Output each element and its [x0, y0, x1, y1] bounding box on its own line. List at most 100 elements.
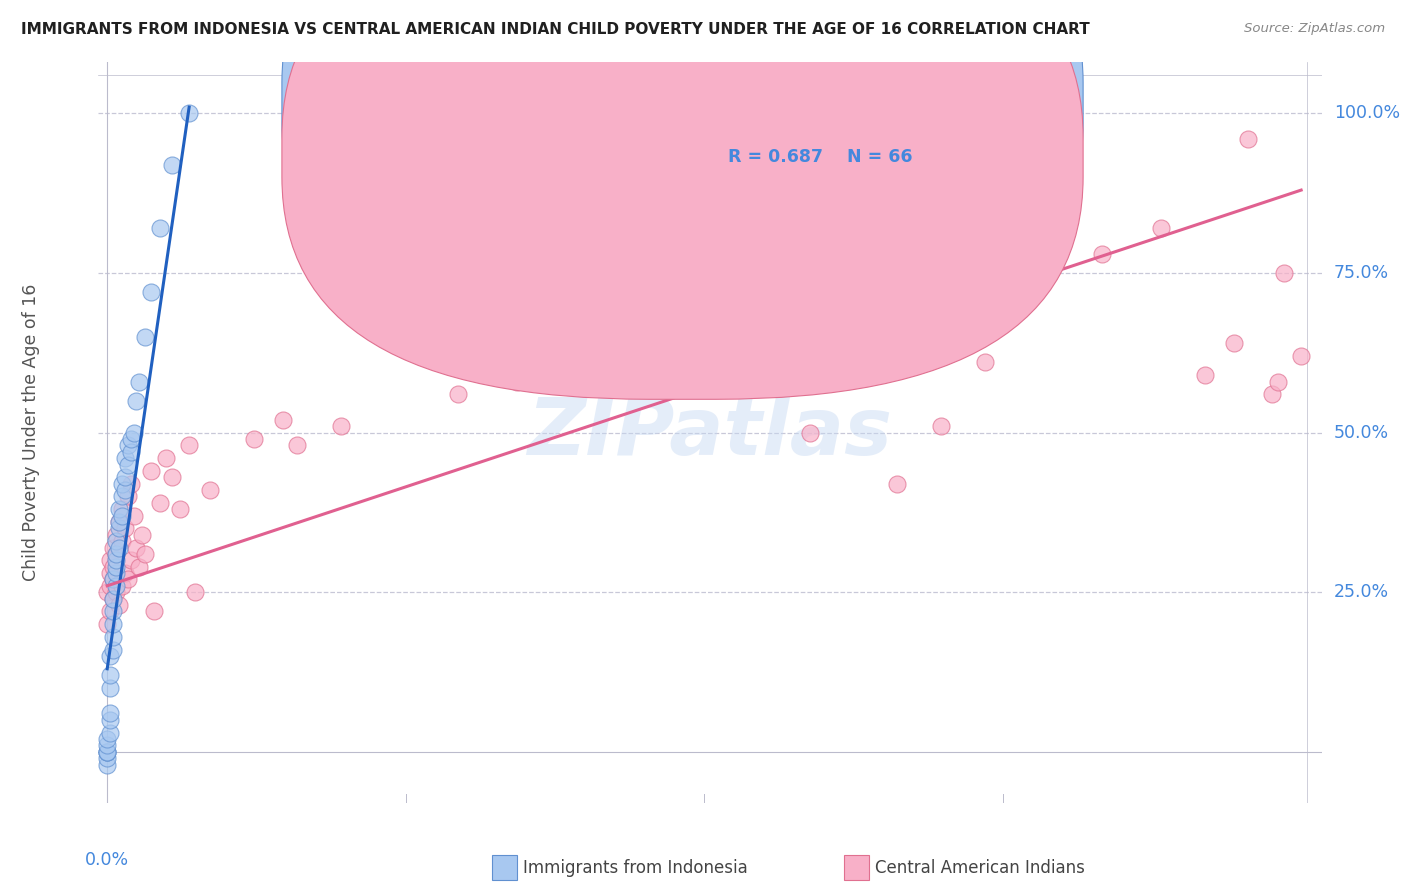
Point — [1267, 375, 1289, 389]
Text: Child Poverty Under the Age of 16: Child Poverty Under the Age of 16 — [22, 284, 41, 582]
Point — [155, 451, 177, 466]
Text: 50.0%: 50.0% — [1334, 424, 1389, 442]
Text: Central American Indians: Central American Indians — [875, 859, 1084, 877]
Point — [139, 464, 162, 478]
Point — [740, 253, 762, 268]
Point — [98, 681, 121, 695]
Point — [104, 527, 127, 541]
Point — [98, 553, 121, 567]
Point — [125, 541, 148, 555]
Point — [160, 157, 183, 171]
Point — [1032, 253, 1054, 268]
Point — [117, 438, 139, 452]
Point — [117, 458, 139, 472]
Point — [104, 579, 127, 593]
Point — [120, 553, 142, 567]
Point — [108, 598, 131, 612]
Text: Immigrants from Indonesia: Immigrants from Indonesia — [523, 859, 748, 877]
Point — [330, 419, 353, 434]
Point — [139, 285, 162, 300]
Point — [131, 527, 153, 541]
Point — [98, 725, 121, 739]
Point — [96, 585, 118, 599]
Point — [710, 324, 733, 338]
Point — [96, 757, 118, 772]
Point — [1194, 368, 1216, 383]
Point — [104, 566, 127, 580]
Text: 75.0%: 75.0% — [1334, 264, 1389, 282]
Point — [111, 476, 134, 491]
Point — [101, 591, 124, 606]
Point — [134, 330, 156, 344]
Text: IMMIGRANTS FROM INDONESIA VS CENTRAL AMERICAN INDIAN CHILD POVERTY UNDER THE AGE: IMMIGRANTS FROM INDONESIA VS CENTRAL AME… — [21, 22, 1090, 37]
Point — [184, 585, 207, 599]
Point — [117, 573, 139, 587]
Point — [104, 585, 127, 599]
Text: R = 0.787    N = 47: R = 0.787 N = 47 — [728, 95, 912, 112]
Point — [1223, 336, 1246, 351]
Point — [111, 508, 134, 523]
Point — [179, 438, 201, 452]
Point — [120, 432, 142, 446]
Point — [799, 425, 821, 440]
Point — [974, 355, 997, 369]
Point — [128, 559, 150, 574]
Point — [104, 534, 127, 549]
Point — [682, 260, 704, 274]
Point — [114, 483, 136, 497]
Point — [96, 751, 118, 765]
Point — [122, 508, 145, 523]
Point — [101, 591, 124, 606]
Text: R = 0.687    N = 66: R = 0.687 N = 66 — [728, 148, 912, 166]
Text: 100.0%: 100.0% — [1334, 104, 1400, 122]
Text: 25.0%: 25.0% — [1334, 583, 1389, 601]
Point — [114, 521, 136, 535]
Point — [98, 648, 121, 663]
Point — [111, 502, 134, 516]
Point — [1289, 349, 1312, 363]
Point — [534, 349, 557, 363]
Point — [96, 617, 118, 632]
Point — [1261, 387, 1284, 401]
Point — [96, 745, 118, 759]
Point — [98, 604, 121, 618]
Point — [1272, 266, 1295, 280]
Point — [179, 106, 201, 120]
Point — [101, 630, 124, 644]
Point — [134, 547, 156, 561]
Point — [149, 496, 172, 510]
Point — [198, 483, 221, 497]
Point — [98, 566, 121, 580]
Point — [96, 745, 118, 759]
Point — [886, 476, 908, 491]
Text: Source: ZipAtlas.com: Source: ZipAtlas.com — [1244, 22, 1385, 36]
Point — [114, 470, 136, 484]
Point — [111, 534, 134, 549]
Point — [1150, 221, 1173, 235]
Point — [101, 541, 124, 555]
Point — [929, 419, 952, 434]
Point — [108, 541, 131, 555]
Point — [108, 521, 131, 535]
Text: 0.0%: 0.0% — [86, 851, 129, 869]
Point — [101, 573, 124, 587]
Point — [101, 559, 124, 574]
FancyBboxPatch shape — [637, 70, 979, 188]
Point — [111, 579, 134, 593]
Point — [160, 470, 183, 484]
Point — [114, 566, 136, 580]
Point — [120, 476, 142, 491]
Point — [98, 713, 121, 727]
Point — [108, 502, 131, 516]
Point — [447, 387, 470, 401]
Point — [101, 642, 124, 657]
Point — [96, 731, 118, 746]
Point — [98, 706, 121, 721]
Point — [122, 425, 145, 440]
Point — [108, 515, 131, 529]
Point — [1237, 132, 1260, 146]
Point — [104, 547, 127, 561]
Point — [98, 668, 121, 682]
Point — [769, 361, 792, 376]
Point — [169, 502, 191, 516]
